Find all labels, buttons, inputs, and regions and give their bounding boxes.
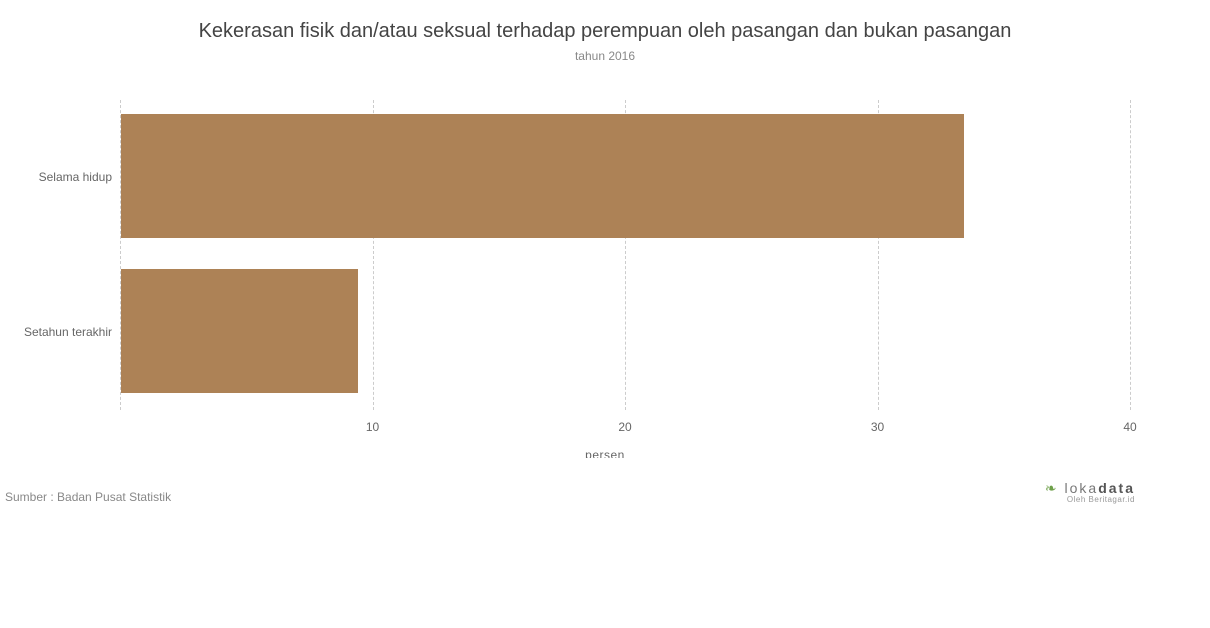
gridline-40 — [1130, 100, 1131, 410]
x-tick-20: 20 — [618, 420, 631, 434]
logo-light: loka — [1065, 480, 1099, 496]
bar-setahun-terakhir — [121, 269, 358, 393]
logo-bold: data — [1098, 480, 1135, 496]
plot-area — [120, 100, 1130, 410]
x-tick-40: 40 — [1123, 420, 1136, 434]
bar-selama-hidup — [121, 114, 964, 238]
chart-subtitle: tahun 2016 — [0, 49, 1210, 63]
y-label-setahun-terakhir: Setahun terakhir — [2, 325, 112, 339]
chart-container: Kekerasan fisik dan/atau seksual terhada… — [0, 0, 1210, 628]
chart-title: Kekerasan fisik dan/atau seksual terhada… — [0, 0, 1210, 43]
y-label-selama-hidup: Selama hidup — [2, 170, 112, 184]
source-text: Sumber : Badan Pusat Statistik — [5, 490, 171, 504]
leaf-icon: ❧ — [1045, 480, 1059, 496]
logo-lokadata: ❧ lokadata Oleh Beritagar.id — [1045, 480, 1135, 504]
x-tick-10: 10 — [366, 420, 379, 434]
x-axis-label: persen — [0, 448, 1210, 458]
x-tick-30: 30 — [871, 420, 884, 434]
